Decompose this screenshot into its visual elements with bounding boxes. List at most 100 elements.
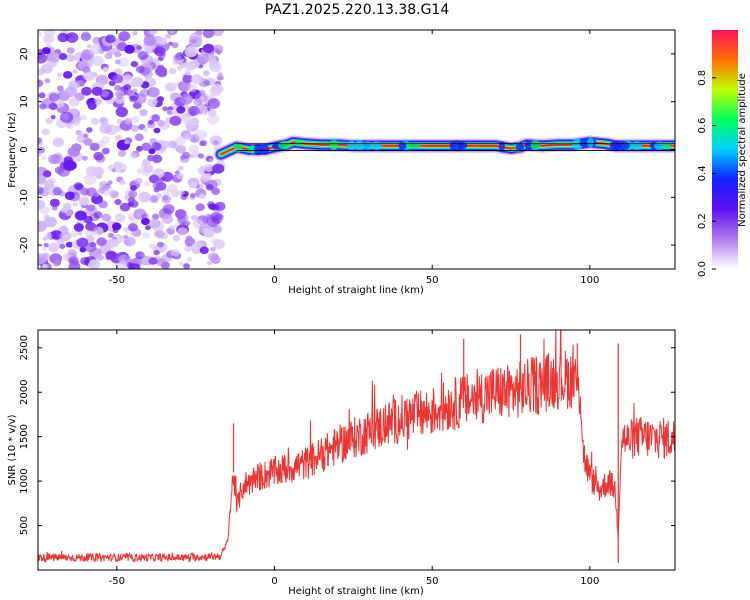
noise-blob: [94, 97, 101, 103]
signal-bump: [663, 142, 671, 150]
colorbar-label: Normalized spectral amplitude: [737, 73, 748, 227]
noise-blob: [153, 127, 161, 134]
snr-x-tick-label: 0: [271, 576, 277, 587]
noise-blob: [53, 137, 64, 146]
noise-blob: [139, 109, 148, 117]
noise-blob: [157, 68, 168, 78]
noise-blob: [210, 238, 219, 245]
noise-blob: [184, 220, 191, 226]
noise-blob: [112, 228, 119, 234]
noise-blob: [136, 145, 143, 152]
noise-blob: [57, 32, 69, 43]
noise-blob: [176, 106, 186, 114]
noise-blob: [184, 133, 193, 141]
noise-blob: [54, 259, 62, 266]
noise-blob: [86, 44, 92, 49]
noise-blob: [176, 172, 184, 180]
noise-blob: [135, 65, 145, 74]
noise-blob: [43, 242, 49, 248]
snr-y-tick-label: 2000: [19, 379, 30, 404]
noise-blob: [38, 79, 44, 88]
noise-blob: [173, 53, 182, 61]
noise-blob: [45, 43, 52, 49]
spectrogram-x-tick-label: 100: [580, 275, 599, 286]
noise-blob: [149, 195, 159, 203]
signal-bump: [260, 144, 270, 155]
signal-bump: [362, 141, 373, 150]
noise-blob: [197, 153, 205, 159]
noise-blob: [65, 54, 75, 62]
noise-blob: [167, 183, 178, 193]
noise-blob: [142, 127, 148, 132]
noise-blob: [179, 213, 189, 222]
noise-blob: [210, 246, 216, 252]
noise-blob: [83, 138, 93, 146]
noise-blob: [200, 140, 208, 147]
noise-blob: [134, 177, 143, 185]
noise-blob: [174, 170, 180, 175]
noise-blob: [152, 181, 163, 191]
noise-blob: [83, 215, 93, 224]
noise-blob: [148, 257, 158, 265]
signal-bump: [498, 141, 505, 153]
noise-blob: [138, 191, 151, 203]
noise-blob: [180, 194, 188, 200]
noise-blob: [130, 124, 140, 132]
noise-blob: [61, 207, 68, 213]
noise-blob: [168, 30, 176, 34]
noise-blob: [188, 181, 198, 189]
noise-blob: [38, 147, 45, 154]
noise-blob: [208, 158, 214, 163]
noise-blob: [151, 142, 162, 151]
noise-blob: [73, 182, 83, 190]
noise-blob: [143, 35, 157, 46]
noise-blob: [80, 257, 90, 265]
spectrogram-y-tick-label: 0: [19, 146, 30, 152]
noise-blob: [38, 53, 48, 64]
noise-blob: [38, 152, 42, 157]
noise-blob: [84, 205, 98, 216]
noise-blob: [41, 47, 51, 55]
noise-blob: [124, 195, 130, 200]
signal-track: [213, 135, 675, 162]
signal-bump: [587, 137, 594, 148]
noise-blob: [72, 202, 78, 207]
colorbar-tick-label: 0.2: [697, 213, 708, 229]
noise-blob: [201, 107, 209, 114]
noise-blob: [217, 72, 224, 77]
noise-blob: [205, 184, 214, 191]
noise-blob: [194, 93, 208, 104]
signal-bump: [449, 140, 464, 152]
spectrogram-xlabel: Height of straight line (km): [288, 285, 424, 296]
noise-blob: [105, 239, 116, 249]
noise-blob: [130, 81, 138, 88]
noise-blob: [38, 174, 47, 185]
noise-blob: [147, 87, 160, 98]
noise-blob: [130, 115, 140, 124]
noise-blob: [183, 263, 191, 269]
noise-blob: [38, 92, 46, 99]
signal-bump: [294, 139, 303, 147]
noise-blob: [156, 193, 163, 199]
noise-blob: [212, 163, 225, 174]
noise-blob: [149, 243, 156, 250]
noise-blob: [115, 59, 121, 65]
noise-blob: [156, 96, 164, 103]
noise-blob: [41, 98, 55, 109]
noise-blob: [106, 51, 113, 57]
noise-blob: [81, 49, 94, 61]
noise-blob: [38, 186, 44, 195]
noise-blob: [210, 108, 215, 112]
noise-blob: [80, 114, 88, 121]
noise-blob: [41, 246, 47, 252]
spectrogram-y-tick-label: 10: [19, 95, 30, 108]
colorbar-gradient: [712, 30, 738, 269]
noise-blob: [119, 179, 126, 185]
colorbar: 0.0 0.2 0.4 0.6 0.8 Normalized spectral ampl…: [697, 30, 748, 277]
noise-blob: [48, 243, 60, 253]
noise-blob: [39, 206, 50, 215]
noise-blob: [207, 252, 219, 262]
noise-blob: [145, 225, 151, 231]
noise-blob: [142, 232, 150, 239]
noise-blob: [187, 83, 198, 93]
